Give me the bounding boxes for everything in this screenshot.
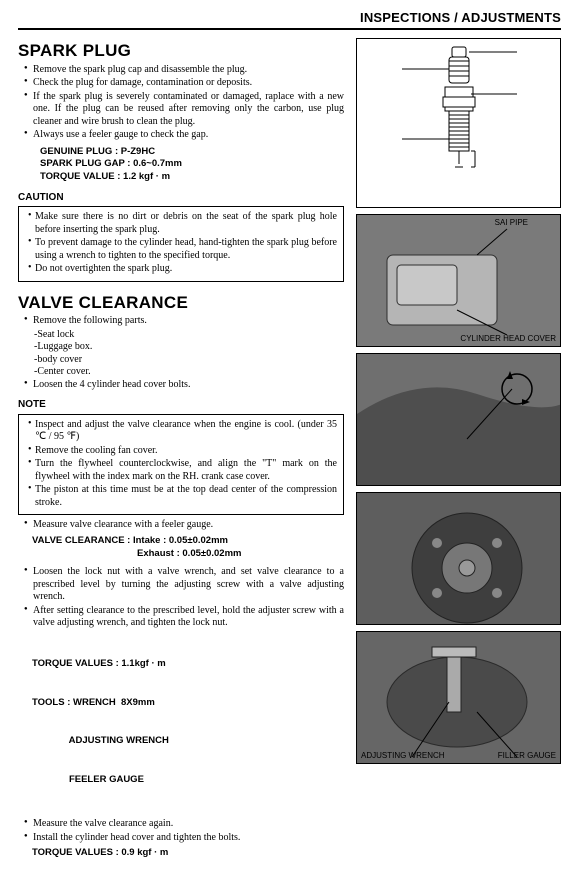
list-item: Install the cylinder head cover and tigh…: [24, 832, 344, 845]
spec-line: VALVE CLEARANCE : Intake : 0.05±0.02mm: [32, 535, 344, 548]
list-item: Inspect and adjust the valve clearance w…: [28, 419, 337, 444]
list-item: Measure the valve clearance again.: [24, 818, 344, 831]
figure-label: FILLER GAUGE: [498, 751, 556, 761]
list-item: Do not overtighten the spark plug.: [28, 263, 337, 276]
spec-line: TORQUE VALUES : 1.1kgf · m: [32, 658, 344, 671]
torque-tools-spec: TORQUE VALUES : 1.1kgf · m TOOLS : WRENC…: [32, 633, 344, 812]
list-item: Check the plug for damage, contamination…: [24, 77, 344, 90]
spark-plug-diagram: [356, 38, 561, 208]
figure-label: SAI PIPE: [495, 218, 528, 228]
list-item: Loosen the lock nut with a valve wrench,…: [24, 566, 344, 604]
list-item: -Center cover.: [34, 366, 344, 379]
left-column: SPARK PLUG Remove the spark plug cap and…: [18, 38, 344, 860]
spec-line: Exhaust : 0.05±0.02mm: [32, 548, 344, 561]
list-item: Remove the following parts.: [24, 315, 344, 328]
spec-line: ADJUSTING WRENCH: [32, 735, 344, 748]
spark-plug-bullets: Remove the spark plug cap and disassembl…: [18, 64, 344, 142]
spark-plug-svg: [357, 39, 561, 208]
note-label: NOTE: [18, 399, 344, 412]
final-torque-spec: TORQUE VALUES : 0.9 kgf · m: [32, 847, 344, 860]
list-item: If the spark plug is severely contaminat…: [24, 91, 344, 129]
list-item: Turn the flywheel counterclockwise, and …: [28, 458, 337, 483]
list-item: Remove the cooling fan cover.: [28, 445, 337, 458]
valve-clearance-spec: VALVE CLEARANCE : Intake : 0.05±0.02mm E…: [32, 535, 344, 561]
measure-bullet: Measure valve clearance with a feeler ga…: [18, 519, 344, 532]
cylinder-head-photo: SAI PIPE CYLINDER HEAD COVER: [356, 214, 561, 347]
caution-label: CAUTION: [18, 192, 344, 205]
adjust-bullets: Loosen the lock nut with a valve wrench,…: [18, 566, 344, 630]
spec-line: TOOLS : WRENCH 8X9mm: [32, 697, 344, 710]
list-item: To prevent damage to the cylinder head, …: [28, 237, 337, 262]
spec-line: SPARK PLUG GAP : 0.6~0.7mm: [40, 158, 344, 171]
list-item: -body cover: [34, 354, 344, 367]
list-item: Always use a feeler gauge to check the g…: [24, 129, 344, 142]
right-column: SAI PIPE CYLINDER HEAD COVER: [356, 38, 561, 860]
adjusting-wrench-photo: ADJUSTING WRENCH FILLER GAUGE: [356, 631, 561, 764]
spec-line: FEELER GAUGE: [32, 774, 344, 787]
valve-clearance-heading: VALVE CLEARANCE: [18, 292, 344, 313]
figure-label: CYLINDER HEAD COVER: [460, 334, 556, 344]
list-item: Measure valve clearance with a feeler ga…: [24, 519, 344, 532]
valve-loosen-bullet: Loosen the 4 cylinder head cover bolts.: [18, 379, 344, 392]
list-item: Remove the spark plug cap and disassembl…: [24, 64, 344, 77]
spec-line: TORQUE VALUE : 1.2 kgf · m: [40, 171, 344, 184]
list-item: Loosen the 4 cylinder head cover bolts.: [24, 379, 344, 392]
list-item: -Seat lock: [34, 329, 344, 342]
list-item: -Luggage box.: [34, 341, 344, 354]
list-item: Make sure there is no dirt or debris on …: [28, 211, 337, 236]
spark-plug-specs: GENUINE PLUG : P-Z9HC SPARK PLUG GAP : 0…: [40, 146, 344, 184]
flywheel-mark-photo: [356, 353, 561, 486]
remove-sublist: -Seat lock -Luggage box. -body cover -Ce…: [18, 329, 344, 379]
flywheel-photo: [356, 492, 561, 625]
list-item: The piston at this time must be at the t…: [28, 484, 337, 509]
page-header: INSPECTIONS / ADJUSTMENTS: [18, 10, 561, 30]
caution-box: Make sure there is no dirt or debris on …: [18, 206, 344, 282]
spec-line: GENUINE PLUG : P-Z9HC: [40, 146, 344, 159]
final-bullets: Measure the valve clearance again. Insta…: [18, 818, 344, 844]
spark-plug-heading: SPARK PLUG: [18, 40, 344, 61]
spec-line: TORQUE VALUES : 0.9 kgf · m: [32, 847, 344, 860]
list-item: After setting clearance to the prescribe…: [24, 605, 344, 630]
figure-label: ADJUSTING WRENCH: [361, 751, 445, 761]
valve-remove-bullets: Remove the following parts.: [18, 315, 344, 328]
note-box: Inspect and adjust the valve clearance w…: [18, 414, 344, 516]
